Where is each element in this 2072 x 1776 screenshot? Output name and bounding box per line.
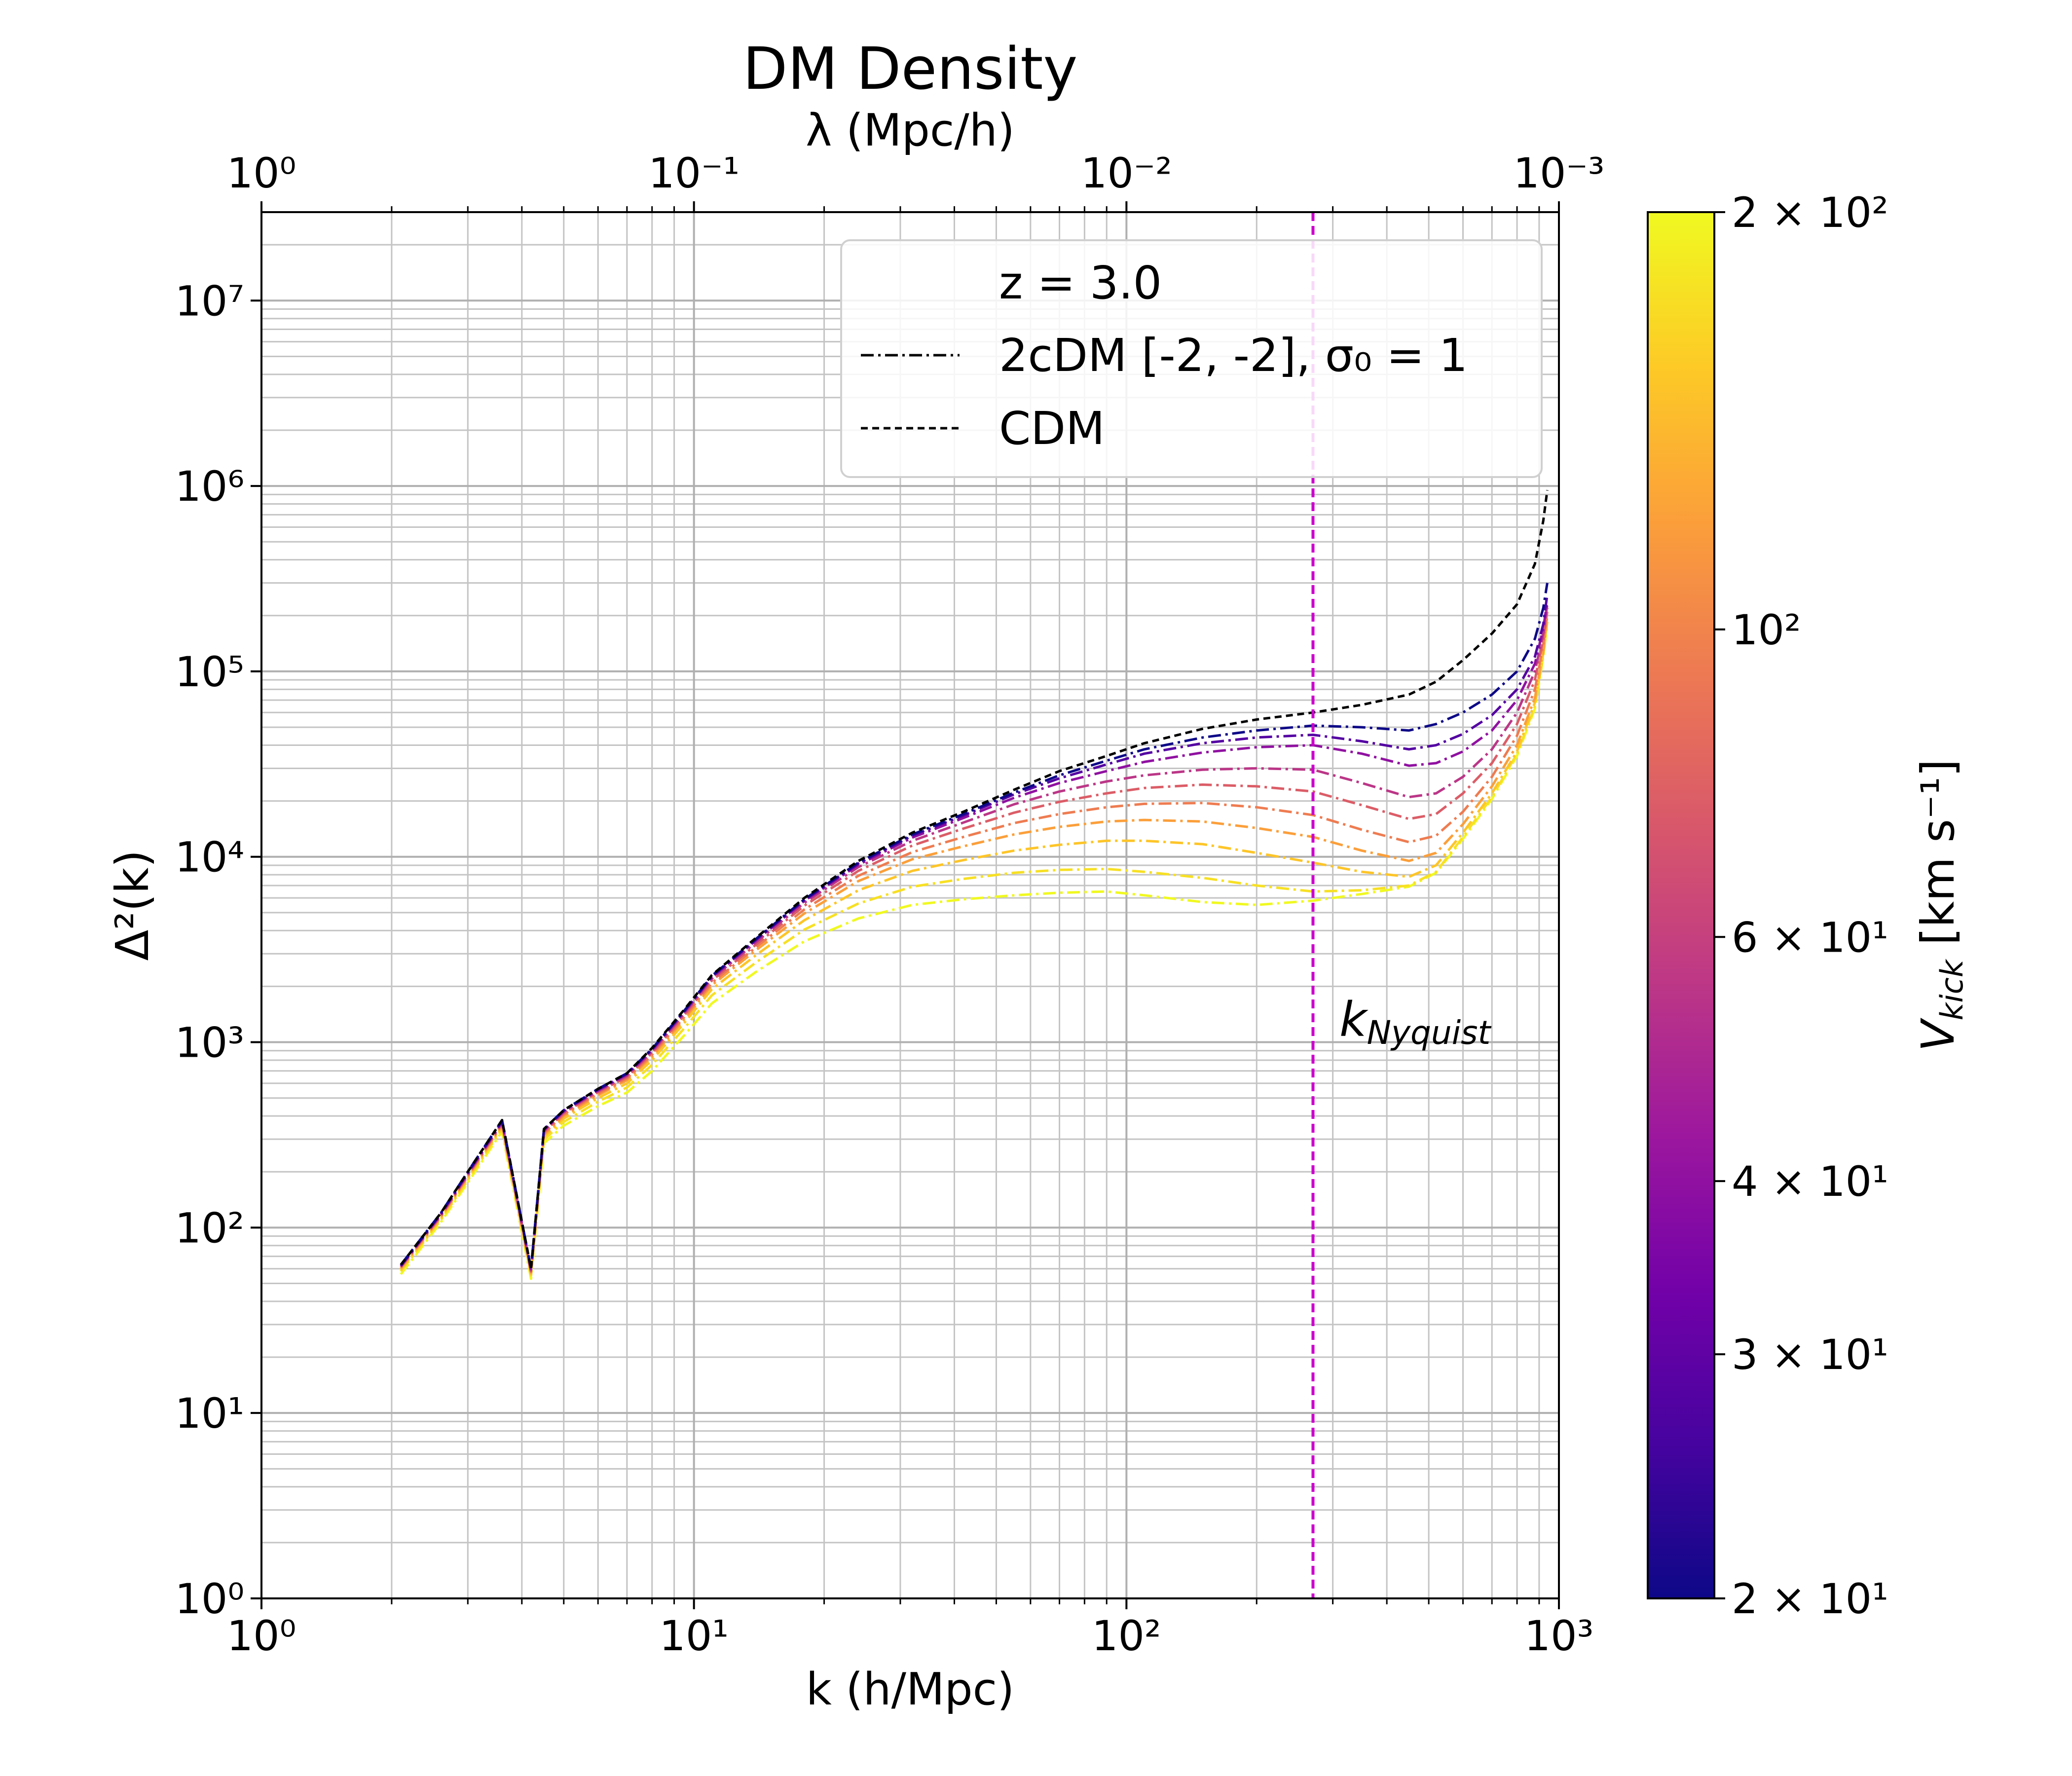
top-x-tick-label: 10⁰ [227, 149, 296, 197]
top-x-ticks: 10⁰ 10⁻¹ 10⁻² 10⁻³ [227, 149, 1605, 212]
colorbar-tick-label: 10² [1732, 606, 1801, 654]
series-line-vkick-28 [400, 594, 1549, 1270]
y-tick-label: 10³ [175, 1019, 244, 1067]
x-tick-label: 10² [1092, 1612, 1161, 1660]
legend-entry-cdm: CDM [999, 402, 1105, 455]
legend-box [840, 239, 1543, 478]
top-x-axis-label: λ (Mpc/h) [806, 105, 1015, 156]
colorbar-tick-label: 4 × 10¹ [1732, 1157, 1888, 1206]
x-tick-label: 10⁰ [227, 1612, 296, 1660]
left-y-ticks: 10⁰ 10¹ 10² 10³ 10⁴ 10⁵ 10⁶ 10⁷ [175, 277, 261, 1623]
series-line-vkick-175 [400, 622, 1549, 1277]
series-layer [400, 490, 1549, 1280]
top-x-tick-label: 10⁻¹ [648, 149, 740, 197]
y-tick-label: 10⁴ [175, 833, 244, 882]
series-line-vkick-200 [400, 624, 1549, 1280]
colorbar-tick-label: 2 × 10¹ [1732, 1575, 1888, 1623]
top-x-tick-label: 10⁻³ [1514, 149, 1605, 197]
colorbar-tick-label: 6 × 10¹ [1732, 913, 1888, 962]
x-tick-label: 10³ [1524, 1612, 1594, 1660]
y-tick-label: 10⁶ [175, 462, 244, 511]
series-line-vkick-55 [400, 604, 1549, 1271]
x-tick-label: 10¹ [659, 1612, 729, 1660]
series-line-vkick-95 [400, 611, 1549, 1273]
colorbar-label: Vkick [km s⁻¹] [1912, 759, 1970, 1052]
colorbar-tick-label: 2 × 10² [1732, 188, 1888, 237]
y-tick-label: 10² [175, 1204, 244, 1252]
colorbar-tick-label: 3 × 10¹ [1732, 1331, 1888, 1379]
y-tick-label: 10⁷ [175, 277, 244, 325]
series-line-cdm [400, 490, 1549, 1270]
colorbar-gradient [1647, 211, 1715, 1599]
colorbar-ticks: 2 × 10¹ 3 × 10¹ 4 × 10¹ 6 × 10¹ 10² 2 × 10² [1714, 188, 1888, 1623]
legend-entry-2cdm: 2cDM [-2, -2], σ₀ = 1 [999, 329, 1468, 382]
nyquist-label-subscript: Nyquist [1367, 1014, 1492, 1052]
legend: z = 3.0 2cDM [-2, -2], σ₀ = 1 CDM [840, 239, 1543, 478]
nyquist-label: kNyquist [1339, 992, 1491, 1052]
colorbar: 2 × 10¹ 3 × 10¹ 4 × 10¹ 6 × 10¹ 10² 2 × 10² V… [1647, 188, 1970, 1623]
y-tick-label: 10⁰ [175, 1575, 244, 1623]
plot-frame [260, 211, 1560, 1599]
series-line-vkick-75 [400, 607, 1549, 1273]
series-line-vkick-150 [400, 619, 1549, 1276]
legend-title: z = 3.0 [999, 257, 1162, 309]
y-tick-label: 10¹ [175, 1389, 244, 1438]
bottom-x-ticks: 10⁰ 10¹ 10² 10³ [227, 1598, 1594, 1660]
y-tick-label: 10⁵ [175, 648, 244, 696]
y-axis-label: Δ²(k) [106, 850, 159, 961]
top-x-tick-label: 10⁻² [1081, 149, 1172, 197]
chart-title: DM Density [743, 35, 1078, 103]
x-axis-label: k (h/Mpc) [806, 1664, 1015, 1715]
